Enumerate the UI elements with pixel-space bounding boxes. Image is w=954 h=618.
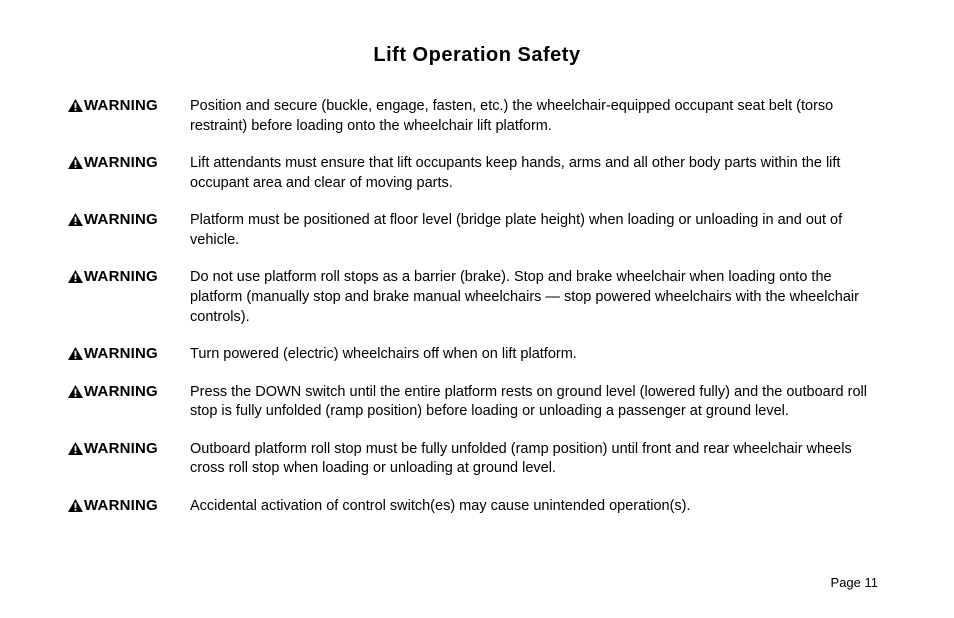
warning-row: WARNING Position and secure (buckle, eng… — [68, 97, 886, 136]
warning-text: Press the DOWN switch until the entire p… — [190, 383, 886, 422]
warning-text: Do not use platform roll stops as a barr… — [190, 268, 886, 327]
warning-row: WARNING Outboard platform roll stop must… — [68, 440, 886, 479]
warning-label-text: WARNING — [84, 97, 158, 114]
warning-label-text: WARNING — [84, 154, 158, 171]
warning-text: Outboard platform roll stop must be full… — [190, 440, 886, 479]
warning-label-text: WARNING — [84, 345, 158, 362]
warning-row: WARNING Platform must be positioned at f… — [68, 211, 886, 250]
warning-label-text: WARNING — [84, 211, 158, 228]
warning-label: WARNING — [68, 211, 168, 228]
warning-triangle-icon — [68, 385, 83, 398]
warning-row: WARNING Lift attendants must ensure that… — [68, 154, 886, 193]
warning-label: WARNING — [68, 154, 168, 171]
page-number: Page 11 — [831, 575, 878, 590]
warning-label-text: WARNING — [84, 268, 158, 285]
warning-label: WARNING — [68, 268, 168, 285]
warning-label: WARNING — [68, 97, 168, 114]
warning-text: Lift attendants must ensure that lift oc… — [190, 154, 886, 193]
warnings-list: WARNING Position and secure (buckle, eng… — [68, 97, 886, 516]
warning-text: Platform must be positioned at floor lev… — [190, 211, 886, 250]
warning-row: WARNING Do not use platform roll stops a… — [68, 268, 886, 327]
warning-triangle-icon — [68, 347, 83, 360]
warning-label: WARNING — [68, 497, 168, 514]
page-title: Lift Operation Safety — [68, 44, 886, 67]
page: Lift Operation Safety WARNING Position a… — [0, 0, 954, 618]
warning-label: WARNING — [68, 440, 168, 457]
warning-label: WARNING — [68, 383, 168, 400]
warning-label-text: WARNING — [84, 383, 158, 400]
warning-text: Turn powered (electric) wheelchairs off … — [190, 345, 886, 365]
warning-triangle-icon — [68, 270, 83, 283]
warning-text: Position and secure (buckle, engage, fas… — [190, 97, 886, 136]
warning-label-text: WARNING — [84, 440, 158, 457]
warning-triangle-icon — [68, 156, 83, 169]
warning-label-text: WARNING — [84, 497, 158, 514]
warning-triangle-icon — [68, 499, 83, 512]
warning-triangle-icon — [68, 213, 83, 226]
warning-text: Accidental activation of control switch(… — [190, 497, 886, 517]
warning-row: WARNING Turn powered (electric) wheelcha… — [68, 345, 886, 365]
warning-triangle-icon — [68, 99, 83, 112]
warning-row: WARNING Press the DOWN switch until the … — [68, 383, 886, 422]
warning-label: WARNING — [68, 345, 168, 362]
warning-row: WARNING Accidental activation of control… — [68, 497, 886, 517]
warning-triangle-icon — [68, 442, 83, 455]
